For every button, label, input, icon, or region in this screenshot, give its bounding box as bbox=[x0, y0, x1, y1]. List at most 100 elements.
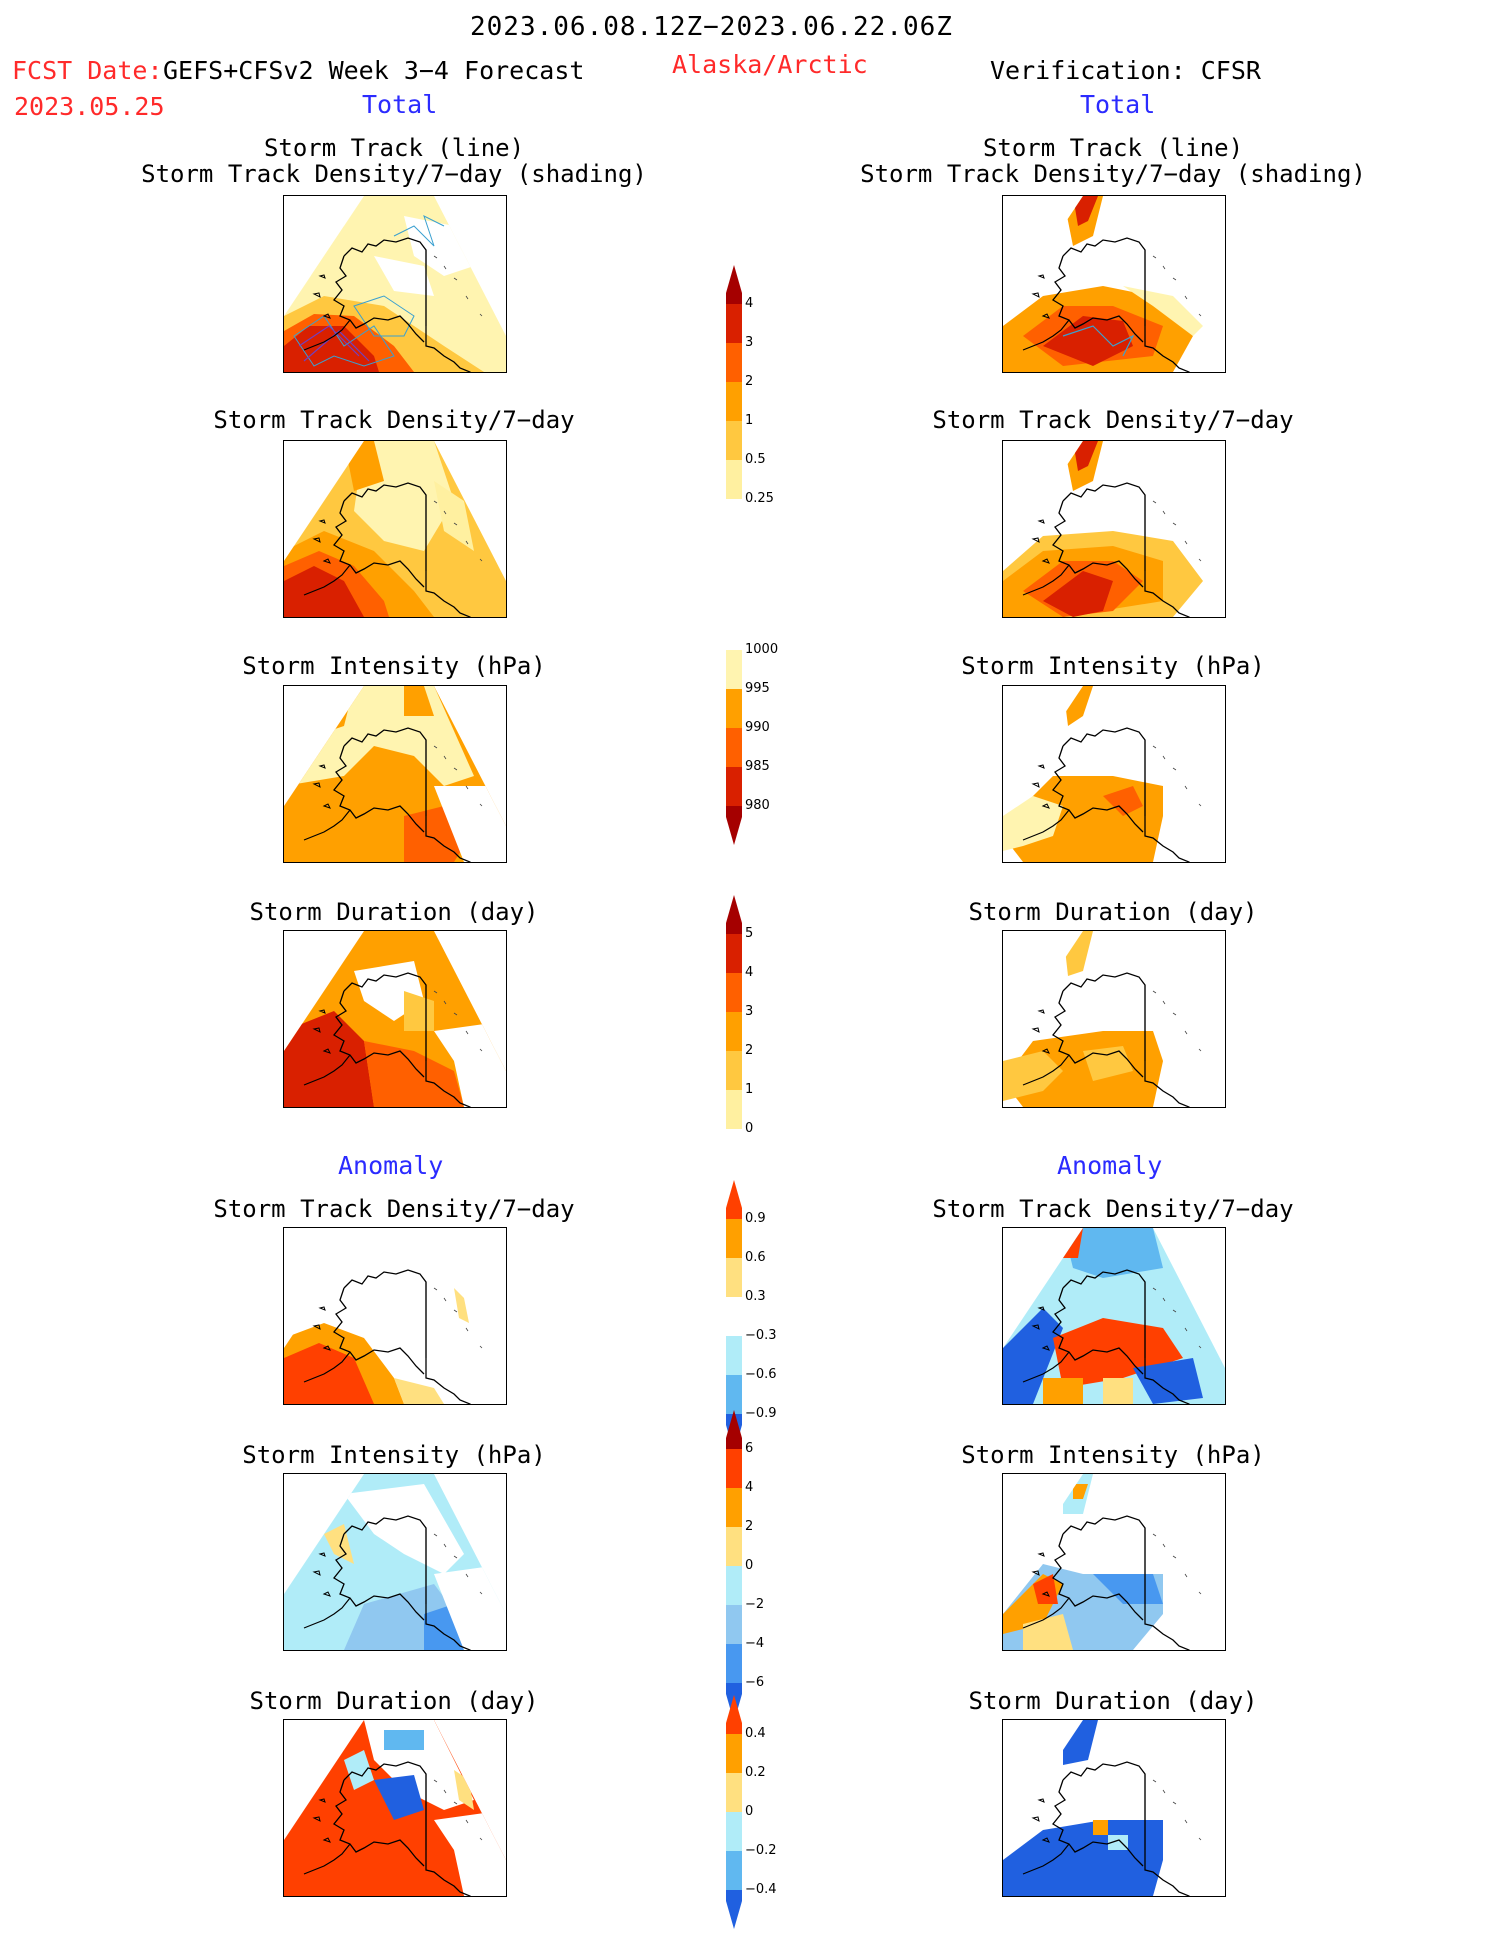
colorbar-segment bbox=[726, 1773, 742, 1812]
left-track-map bbox=[283, 195, 507, 373]
colorbar-svg bbox=[726, 650, 742, 845]
fcst-date-label: FCST Date: bbox=[12, 56, 163, 85]
colorbar-tick-label: 995 bbox=[745, 681, 770, 696]
right-track-shading-title: Storm Track Density/7−day (shading) bbox=[860, 160, 1366, 188]
model-label: GEFS+CFSv2 Week 3−4 Forecast bbox=[163, 56, 585, 85]
right-anom-intensity-map bbox=[1002, 1473, 1226, 1651]
colorbar-tick-label: 980 bbox=[745, 798, 770, 813]
colorbar-tick-label: 3 bbox=[745, 1004, 754, 1019]
colorbar-tick-label: 990 bbox=[745, 720, 770, 735]
colorbar-segment bbox=[726, 1410, 742, 1449]
colorbar-tick-label: −0.6 bbox=[745, 1367, 777, 1382]
colorbar-segment bbox=[726, 421, 742, 460]
colorbar-segment bbox=[726, 1644, 742, 1683]
right-anom-duration-map bbox=[1002, 1719, 1226, 1897]
colorbar-svg bbox=[726, 895, 742, 1129]
colorbar-segment bbox=[726, 1488, 742, 1527]
colorbar-segment bbox=[726, 1336, 742, 1375]
colorbar-tick-label: 2 bbox=[745, 374, 754, 389]
colorbar-density: 4 3 2 1 0.5 0.25 bbox=[726, 265, 774, 507]
colorbar-tick-label: −2 bbox=[745, 1597, 765, 1612]
left-duration-map bbox=[283, 930, 507, 1108]
right-intensity-map bbox=[1002, 685, 1226, 863]
colorbar-tick-label: 2 bbox=[745, 1043, 754, 1058]
left-duration-title: Storm Duration (day) bbox=[249, 898, 539, 926]
colorbar-tick-label: 0 bbox=[745, 1804, 754, 1819]
colorbar-tick-label: 4 bbox=[745, 1480, 754, 1495]
colorbar-segment bbox=[726, 1375, 742, 1414]
right-anom-intensity-title: Storm Intensity (hPa) bbox=[961, 1441, 1265, 1469]
colorbar-segment bbox=[726, 1449, 742, 1488]
period-title: 2023.06.08.12Z−2023.06.22.06Z bbox=[470, 12, 953, 42]
colorbar-tick-label: 3 bbox=[745, 335, 754, 350]
left-intensity-map bbox=[283, 685, 507, 863]
colorbar-segment bbox=[726, 767, 742, 806]
colorbar-tick-label: 0.4 bbox=[745, 1726, 766, 1741]
colorbar-segment bbox=[726, 650, 742, 689]
colorbar-segment bbox=[726, 1812, 742, 1851]
colorbar-segment bbox=[726, 973, 742, 1012]
left-anom-duration-title: Storm Duration (day) bbox=[249, 1687, 539, 1715]
right-intensity-title: Storm Intensity (hPa) bbox=[961, 652, 1265, 680]
colorbar-tick-label: 0.5 bbox=[745, 452, 766, 467]
left-anom-intensity-title: Storm Intensity (hPa) bbox=[242, 1441, 546, 1469]
right-track-map bbox=[1002, 195, 1226, 373]
colorbar-segment bbox=[726, 1734, 742, 1773]
colorbar-segment bbox=[726, 265, 742, 304]
left-anom-density-map bbox=[283, 1227, 507, 1405]
right-anom-density-title: Storm Track Density/7−day bbox=[932, 1195, 1294, 1223]
colorbar-segment bbox=[726, 1890, 742, 1929]
colorbar-duration: 5 4 3 2 1 0 bbox=[726, 895, 756, 1137]
colorbar-segment bbox=[726, 1180, 742, 1219]
colorbar-tick-label: 0.3 bbox=[745, 1289, 766, 1304]
colorbar-segment bbox=[726, 304, 742, 343]
colorbar-tick-label: 1 bbox=[745, 413, 754, 428]
colorbar-segment bbox=[726, 1090, 742, 1129]
colorbar-tick-label: 6 bbox=[745, 1441, 754, 1456]
left-density-map bbox=[283, 440, 507, 618]
colorbar-segment bbox=[726, 895, 742, 934]
colorbar-tick-label: 5 bbox=[745, 926, 754, 941]
colorbar-segment bbox=[726, 1566, 742, 1605]
fcst-date-value: 2023.05.25 bbox=[14, 92, 165, 121]
region-label: Alaska/Arctic bbox=[672, 50, 868, 79]
colorbar-segment bbox=[726, 689, 742, 728]
right-anom-duration-title: Storm Duration (day) bbox=[968, 1687, 1258, 1715]
anomaly-label-right: Anomaly bbox=[1057, 1151, 1163, 1180]
colorbar-segment bbox=[726, 728, 742, 767]
colorbar-tick-label: −0.2 bbox=[745, 1843, 777, 1858]
colorbar-tick-label: 0.25 bbox=[745, 491, 774, 506]
total-label-right: Total bbox=[1080, 90, 1156, 119]
colorbar-tick-label: −0.3 bbox=[745, 1328, 777, 1343]
colorbar-segment bbox=[726, 1258, 742, 1297]
colorbar-tick-label: 4 bbox=[745, 965, 754, 980]
colorbar-tick-label: 0 bbox=[745, 1558, 754, 1573]
right-density-title: Storm Track Density/7−day bbox=[932, 406, 1294, 434]
colorbar-tick-label: −4 bbox=[745, 1636, 765, 1651]
colorbar-segment bbox=[726, 1219, 742, 1258]
left-intensity-title: Storm Intensity (hPa) bbox=[242, 652, 546, 680]
right-anom-density-map bbox=[1002, 1227, 1226, 1405]
left-density-title: Storm Track Density/7−day bbox=[213, 406, 575, 434]
colorbar-tick-label: 1 bbox=[745, 1082, 754, 1097]
right-duration-map bbox=[1002, 930, 1226, 1108]
total-label-left: Total bbox=[362, 90, 438, 119]
colorbar-segment bbox=[726, 1051, 742, 1090]
colorbar-segment bbox=[726, 1527, 742, 1566]
right-track-line-title: Storm Track (line) bbox=[982, 134, 1244, 162]
colorbar-segment bbox=[726, 343, 742, 382]
colorbar-segment bbox=[726, 934, 742, 973]
colorbar-tick-label: 2 bbox=[745, 1519, 754, 1534]
left-track-shading-title: Storm Track Density/7−day (shading) bbox=[141, 160, 647, 188]
colorbar-segment bbox=[726, 1605, 742, 1644]
colorbar-tick-label: 0 bbox=[745, 1121, 754, 1136]
colorbar-segment bbox=[726, 382, 742, 421]
right-density-map bbox=[1002, 440, 1226, 618]
colorbar-tick-label: −6 bbox=[745, 1675, 765, 1690]
colorbar-segment bbox=[726, 1297, 742, 1336]
colorbar-tick-label: 1000 bbox=[745, 642, 779, 657]
colorbar-anom-intensity: 6 4 2 0 −2 −4 −6 bbox=[726, 1410, 764, 1730]
left-anom-intensity-map bbox=[283, 1473, 507, 1651]
left-anom-duration-map bbox=[283, 1719, 507, 1897]
colorbar-segment bbox=[726, 460, 742, 499]
